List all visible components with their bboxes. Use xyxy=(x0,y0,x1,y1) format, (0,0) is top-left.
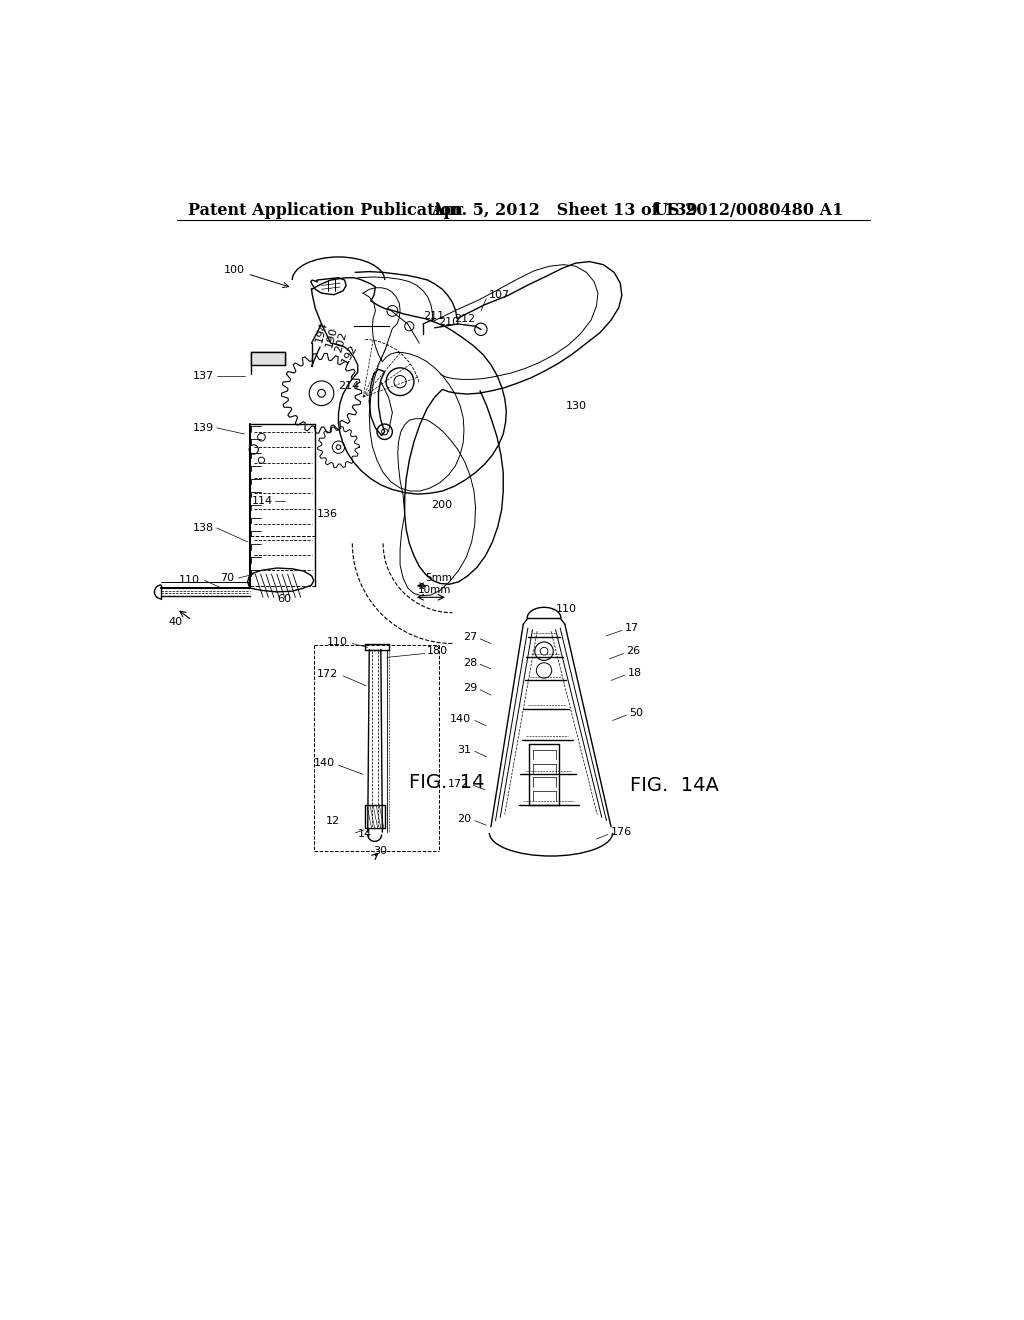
Text: 50: 50 xyxy=(630,708,643,718)
Text: 30: 30 xyxy=(373,846,387,857)
Text: Apr. 5, 2012   Sheet 13 of 139: Apr. 5, 2012 Sheet 13 of 139 xyxy=(431,202,697,219)
Text: 27: 27 xyxy=(463,632,477,643)
Text: 110: 110 xyxy=(556,603,577,614)
Text: 172: 172 xyxy=(317,669,339,680)
Text: 40: 40 xyxy=(169,616,183,627)
Text: 14: 14 xyxy=(357,829,372,838)
Text: 210: 210 xyxy=(438,317,460,326)
Polygon shape xyxy=(251,352,285,364)
Text: 190: 190 xyxy=(325,326,340,348)
Text: 5mm: 5mm xyxy=(425,573,452,583)
Text: FIG.  14: FIG. 14 xyxy=(410,772,484,792)
Circle shape xyxy=(317,389,326,397)
Text: 140: 140 xyxy=(450,714,471,723)
Text: US 2012/0080480 A1: US 2012/0080480 A1 xyxy=(654,202,844,219)
Text: 110: 110 xyxy=(327,638,348,647)
Text: 136: 136 xyxy=(316,510,338,519)
Circle shape xyxy=(541,647,548,655)
Text: 212: 212 xyxy=(454,314,475,323)
Text: 214: 214 xyxy=(339,380,359,391)
Text: 211: 211 xyxy=(423,312,444,321)
Text: 137: 137 xyxy=(193,371,214,380)
Text: 172: 172 xyxy=(449,779,469,788)
Text: 10mm: 10mm xyxy=(418,585,452,594)
Text: FIG.  14A: FIG. 14A xyxy=(630,776,719,796)
Text: 26: 26 xyxy=(627,647,641,656)
Text: 202: 202 xyxy=(334,330,349,354)
Text: 18: 18 xyxy=(628,668,642,677)
Text: Patent Application Publication: Patent Application Publication xyxy=(188,202,463,219)
Text: 29: 29 xyxy=(463,684,477,693)
Text: 114: 114 xyxy=(252,496,273,506)
Text: 194: 194 xyxy=(313,319,329,343)
Text: 107: 107 xyxy=(488,290,510,301)
Text: 140: 140 xyxy=(313,758,335,768)
Text: 200: 200 xyxy=(431,500,452,510)
Text: 17: 17 xyxy=(625,623,639,634)
Text: 70: 70 xyxy=(220,573,234,583)
Text: 138: 138 xyxy=(193,523,214,533)
Text: 139: 139 xyxy=(193,422,214,433)
Text: 60: 60 xyxy=(278,594,292,603)
Text: 100: 100 xyxy=(223,265,245,275)
Text: 176: 176 xyxy=(611,828,632,837)
Text: 192: 192 xyxy=(340,343,359,367)
Text: 110: 110 xyxy=(179,576,200,585)
Text: 12: 12 xyxy=(326,816,340,825)
Text: 20: 20 xyxy=(457,814,471,824)
Text: 130: 130 xyxy=(565,401,587,412)
Text: 180: 180 xyxy=(427,647,449,656)
Text: 28: 28 xyxy=(463,657,477,668)
Circle shape xyxy=(336,445,341,449)
Text: 31: 31 xyxy=(457,744,471,755)
